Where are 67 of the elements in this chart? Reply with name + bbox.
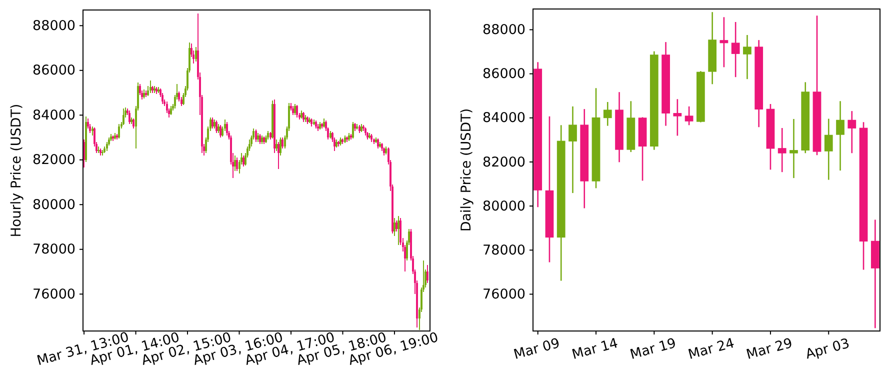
y-tick-label: 88000 (482, 22, 526, 38)
candlestick (178, 91, 180, 102)
y-tick-label: 84000 (482, 110, 526, 126)
candlestick (824, 118, 833, 180)
candlestick (118, 124, 120, 140)
y-tick-label: 80000 (482, 198, 526, 214)
y-tick-label: 82000 (32, 152, 76, 168)
y-tick-label: 86000 (482, 66, 526, 82)
y-tick-label: 82000 (482, 154, 526, 170)
candlestick (254, 129, 257, 142)
candlestick (234, 154, 236, 172)
candlestick (673, 98, 682, 136)
candlestick (396, 220, 398, 232)
candlestick (684, 106, 694, 126)
candlestick (236, 157, 238, 172)
candlestick (138, 83, 141, 96)
y-tick-label: 78000 (482, 242, 526, 258)
x-tick-label: Mar 09 (512, 335, 562, 363)
candlestick (258, 134, 261, 145)
candlestick (122, 108, 124, 126)
candlestick (226, 121, 228, 136)
candlestick (376, 138, 379, 150)
candlestick (128, 110, 131, 125)
candlestick (294, 103, 296, 116)
candlestick (296, 104, 298, 118)
candlestick (426, 264, 429, 284)
candlestick (398, 215, 400, 246)
y-tick-label: 76000 (32, 286, 76, 302)
candlestick (280, 137, 282, 156)
candlestick (215, 120, 218, 134)
candlestick (731, 21, 740, 78)
y-tick-label: 76000 (482, 286, 526, 303)
candlestick (568, 106, 577, 194)
candlestick (790, 118, 798, 179)
x-tick-label: Mar 24 (686, 335, 736, 363)
candlestick (220, 124, 222, 138)
candlestick (720, 16, 728, 68)
candlestick (166, 101, 168, 114)
candlestick (848, 110, 856, 154)
x-tick-label: Apr 03 (804, 336, 852, 363)
x-tick-label: Mar 29 (744, 335, 794, 363)
candlestick (743, 34, 752, 80)
y-tick-label: 84000 (32, 107, 76, 124)
candlestick (149, 80, 152, 94)
y-tick-label: 88000 (32, 18, 76, 34)
candlestick (836, 100, 844, 172)
y-tick-label: 86000 (32, 62, 76, 79)
x-tick-label: Mar 19 (628, 335, 678, 363)
candlestick (393, 218, 396, 236)
y-tick-label: 80000 (32, 196, 76, 213)
y-axis-title: Hourly Price (USDT) (8, 104, 25, 238)
x-tick-label: Mar 14 (570, 335, 620, 363)
candlestick (603, 101, 612, 126)
candlestick (282, 137, 284, 150)
candlestick (276, 139, 278, 152)
candlestick (278, 141, 280, 170)
y-axis-title: Daily Price (USDT) (458, 108, 475, 232)
y-tick-label: 78000 (32, 242, 76, 258)
candlestick (302, 111, 304, 122)
candlestick (87, 118, 90, 130)
candlestick (132, 118, 135, 130)
candlestick (194, 46, 197, 62)
candlestick (778, 127, 786, 173)
candlestick (162, 92, 164, 104)
candlestick (242, 154, 244, 168)
candlestick (352, 121, 354, 140)
candlestick (211, 116, 214, 130)
